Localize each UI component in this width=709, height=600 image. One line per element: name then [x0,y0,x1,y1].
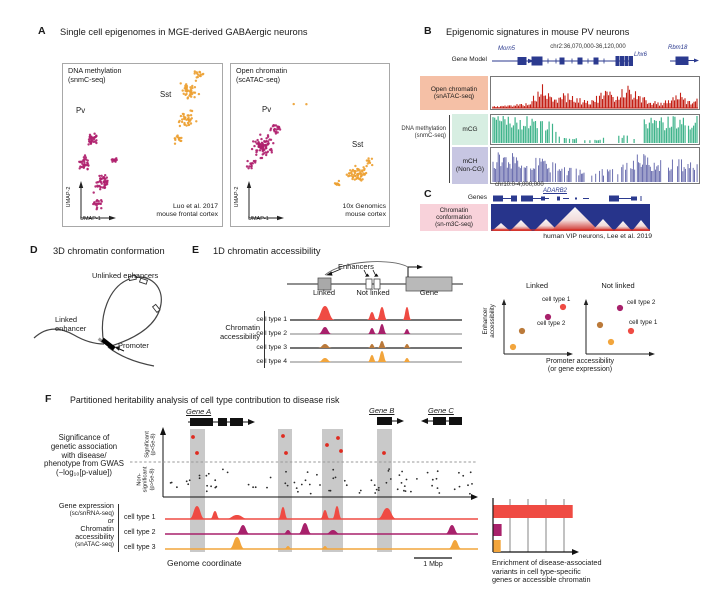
accessibility-tracks [290,306,462,363]
scatter-l-pt1-label: cell type 1 [542,296,571,303]
umap-plot-methylation [62,63,223,227]
mcg-signal [492,116,698,143]
cluster-label-sst-2: Sst [352,140,364,149]
enhancer-scatter-plots [501,299,655,357]
chromatin-loop-diagram [33,274,162,367]
genome-coords-b: chr2:36,070,000-36,120,000 [550,44,626,50]
panel-e-title: 1D chromatin accessibility [213,246,321,256]
plot1-ylabel: UMAP-2 [66,186,72,208]
gene-a-label: Gene A [186,407,212,416]
scalebar-label: 1 Mbp [423,561,443,568]
scatter-xlabel: Promoter accessibility (or gene expressio… [545,358,615,373]
e-row-label-4: cell type 4 [256,358,287,365]
enhancers-label: Enhancers [338,262,374,271]
plot2-xlabel: UMAP-1 [248,216,269,222]
plot2-ylabel: UMAP-2 [234,186,240,208]
umap-scatter-methylation [78,70,205,221]
accessibility-bracket [264,311,265,368]
gwas-significance-label: Significance of genetic association with d… [44,433,124,478]
gene-name-morn5: Morn5 [498,46,516,52]
cluster-label-sst: Sst [160,90,172,99]
gene-model-track [492,56,699,66]
gene-b-label: Gene B [369,406,395,415]
cluster-label-pv-2: Pv [262,105,272,114]
methylation-group-label: DNA methylation (snmC-seq) [401,126,446,140]
panel-f-letter: F [45,393,52,405]
not-linked-label: Not linked [356,288,390,297]
enhancer-gene-diagram [287,261,463,292]
f-row-label-2: cell type 2 [124,529,156,536]
mch-track-label: mCH (Non-CG) [452,147,488,184]
gene-name-adarb2: ADARB2 [543,188,568,194]
mcg-track-label: mCG [452,114,488,145]
cluster-label-pv: Pv [76,106,86,115]
panel-a-title: Single cell epigenomes in MGE-derived GA… [60,27,308,37]
mcg-track-box [490,114,700,145]
genes-track-label: Genes [467,194,487,201]
mch-signal [492,152,698,182]
panel-d-letter: D [30,244,38,256]
f-row-label-1: cell type 1 [124,514,156,521]
atac-signal [492,84,698,109]
scatter-notlinked-title: Not linked [601,281,635,290]
scatter-ylabel: Enhancer accessibility [482,304,496,338]
umap-scatter-atac [245,102,374,221]
mch-track-box [490,147,700,184]
panel-a-letter: A [38,25,46,37]
panel-b-letter: B [424,25,432,37]
gene-name-lhx6: Lhx6 [634,52,648,58]
promoter-label: Promoter [118,341,149,350]
panel-f-title: Partitioned heritability analysis of cel… [70,395,340,405]
e-row-label-3: cell type 3 [256,344,287,351]
panel-b-title: Epigenomic signatures in mouse PV neuron… [446,27,630,37]
heritability-diagram [130,417,579,559]
umap-plot-atac [230,63,390,227]
hic-heatmap [491,204,650,231]
panel-c-citation: human VIP neurons, Lee et al. 2019 [543,233,652,240]
plot1-citation: Luo et al. 2017 mouse frontal cortex [156,203,218,218]
enrichment-caption: Enrichment of disease-associated variants… [492,558,602,584]
conformation-track-label: Chromatin conformation (sn-m3C-seq) [420,204,488,231]
gene-label: Gene [419,288,439,297]
scatter-l-pt2-label: cell type 2 [537,320,566,327]
atac-track-label: Open chromatin (snATAC-seq) [420,76,488,110]
unlinked-enhancers-label: Unlinked enhancers [92,271,159,280]
scatter-r-pt2-label: cell type 1 [629,319,658,326]
plot2-method-label: Open chromatin (scATAC-seq) [236,66,288,84]
genome-coords-c: chr10:0-4,000,000 [495,182,544,188]
f-row-label-3: cell type 3 [124,544,156,551]
gene-name-rbm18: Rbm18 [668,45,688,51]
linked-label: Linked [312,288,336,297]
e-row-label-2: cell type 2 [256,330,287,337]
linked-enhancer-label: Linked enhancer [55,315,87,333]
expression-bracket [118,504,119,552]
atac-track-box [490,76,700,110]
genes-track-c [493,195,642,202]
plot1-xlabel: UMAP-1 [80,216,101,222]
gene-c-label: Gene C [428,406,454,415]
expression-accessibility-label: Gene expression (sc/snRNA-seq) or Chroma… [58,501,114,548]
methylation-bracket [449,115,450,183]
scatter-linked-title: Linked [525,281,549,290]
panel-c-letter: C [424,188,432,200]
panel-e-letter: E [192,244,200,256]
chromatin-accessibility-label: Chromatin accessibility [219,323,260,341]
scatter-r-pt1-label: cell type 2 [627,299,656,306]
plot2-citation: 10x Genomics mouse cortex [342,203,386,218]
genome-coordinate-label: Genome coordinate [167,558,242,568]
plot1-method-label: DNA methylation (snmC-seq) [68,66,122,84]
panel-d-title: 3D chromatin conformation [53,246,165,256]
gene-model-label: Gene Model [451,56,487,63]
e-row-label-1: cell type 1 [256,316,287,323]
